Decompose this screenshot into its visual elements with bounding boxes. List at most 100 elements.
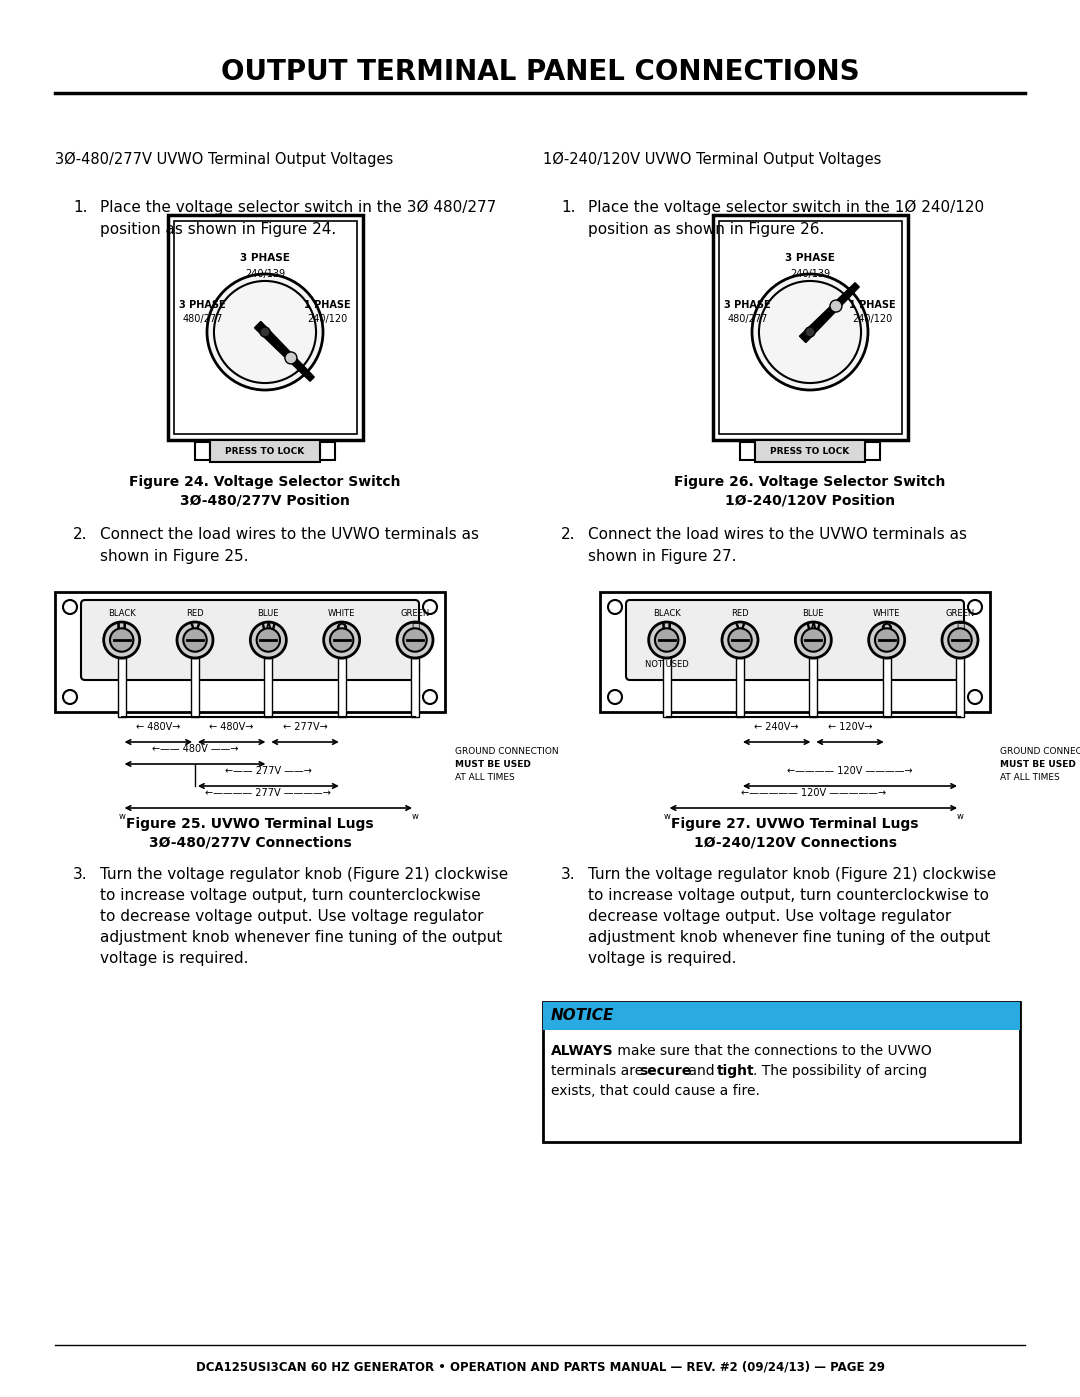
Text: w: w xyxy=(663,812,670,821)
Text: 1Ø-240/120V UVWO Terminal Output Voltages: 1Ø-240/120V UVWO Terminal Output Voltage… xyxy=(543,152,881,168)
Text: ←———— 277V ————→: ←———— 277V ————→ xyxy=(205,788,332,798)
Circle shape xyxy=(260,327,270,337)
FancyBboxPatch shape xyxy=(543,1002,1020,1141)
Circle shape xyxy=(968,599,982,615)
Circle shape xyxy=(257,629,280,651)
Text: U: U xyxy=(661,622,672,636)
Circle shape xyxy=(759,281,861,383)
Text: Place the voltage selector switch in the 1Ø 240/120: Place the voltage selector switch in the… xyxy=(588,200,984,215)
FancyBboxPatch shape xyxy=(167,215,363,440)
FancyBboxPatch shape xyxy=(81,599,419,680)
Text: ← 277V→: ← 277V→ xyxy=(283,722,327,732)
Text: voltage is required.: voltage is required. xyxy=(588,951,737,965)
Text: V: V xyxy=(190,622,201,636)
Circle shape xyxy=(177,622,213,658)
Text: ALWAYS: ALWAYS xyxy=(551,1044,613,1058)
Text: Figure 24. Voltage Selector Switch: Figure 24. Voltage Selector Switch xyxy=(130,475,401,489)
Text: ← 120V→: ← 120V→ xyxy=(827,722,873,732)
Polygon shape xyxy=(255,321,314,381)
Text: Place the voltage selector switch in the 3Ø 480/277: Place the voltage selector switch in the… xyxy=(100,200,496,215)
Text: ⏚: ⏚ xyxy=(956,622,964,636)
Text: 240/139: 240/139 xyxy=(245,270,285,279)
FancyBboxPatch shape xyxy=(865,441,880,460)
Text: 3Ø-480/277V Connections: 3Ø-480/277V Connections xyxy=(149,835,351,849)
Circle shape xyxy=(63,599,77,615)
Circle shape xyxy=(104,622,139,658)
Text: Turn the voltage regulator knob (Figure 21) clockwise: Turn the voltage regulator knob (Figure … xyxy=(100,868,509,882)
Text: Figure 26. Voltage Selector Switch: Figure 26. Voltage Selector Switch xyxy=(674,475,946,489)
Text: NOT USED: NOT USED xyxy=(645,659,689,669)
Text: ←————— 120V —————→: ←————— 120V —————→ xyxy=(741,788,886,798)
Circle shape xyxy=(285,352,297,365)
Text: w: w xyxy=(411,812,418,821)
Polygon shape xyxy=(411,658,419,717)
Text: tight: tight xyxy=(717,1065,755,1078)
Circle shape xyxy=(423,690,437,704)
Circle shape xyxy=(110,629,133,651)
Text: Figure 25. UVWO Terminal Lugs: Figure 25. UVWO Terminal Lugs xyxy=(126,817,374,831)
Text: ← 240V→: ← 240V→ xyxy=(755,722,799,732)
Circle shape xyxy=(251,622,286,658)
Text: shown in Figure 25.: shown in Figure 25. xyxy=(100,549,248,564)
Text: 3Ø-480/277V Position: 3Ø-480/277V Position xyxy=(180,493,350,507)
Circle shape xyxy=(649,622,685,658)
Text: w: w xyxy=(957,812,963,821)
Text: W: W xyxy=(806,622,821,636)
Text: MUST BE USED: MUST BE USED xyxy=(455,760,531,768)
Text: ←—— 277V ——→: ←—— 277V ——→ xyxy=(225,766,312,775)
Text: 1Ø-240/120V Connections: 1Ø-240/120V Connections xyxy=(693,835,896,849)
Text: WHITE: WHITE xyxy=(873,609,901,617)
Text: w: w xyxy=(118,812,125,821)
Text: exists, that could cause a fire.: exists, that could cause a fire. xyxy=(551,1084,760,1098)
Polygon shape xyxy=(118,658,125,717)
Circle shape xyxy=(948,629,972,651)
Text: position as shown in Figure 24.: position as shown in Figure 24. xyxy=(100,222,336,237)
FancyBboxPatch shape xyxy=(320,441,335,460)
Circle shape xyxy=(829,300,842,312)
Text: ⏚: ⏚ xyxy=(410,622,419,636)
Text: BLACK: BLACK xyxy=(652,609,680,617)
FancyBboxPatch shape xyxy=(713,215,907,440)
Text: 2.: 2. xyxy=(73,527,87,542)
Text: DCA125USI3CAN 60 HZ GENERATOR • OPERATION AND PARTS MANUAL — REV. #2 (09/24/13) : DCA125USI3CAN 60 HZ GENERATOR • OPERATIO… xyxy=(195,1361,885,1373)
Text: BLUE: BLUE xyxy=(258,609,279,617)
Text: AT ALL TIMES: AT ALL TIMES xyxy=(455,773,515,782)
Polygon shape xyxy=(191,658,199,717)
Text: 3.: 3. xyxy=(73,868,87,882)
Circle shape xyxy=(942,622,978,658)
Text: 1 PHASE: 1 PHASE xyxy=(305,300,351,310)
Text: ← 480V→: ← 480V→ xyxy=(210,722,254,732)
Circle shape xyxy=(324,622,360,658)
Polygon shape xyxy=(809,658,818,717)
Text: adjustment knob whenever fine tuning of the output: adjustment knob whenever fine tuning of … xyxy=(588,930,990,944)
Text: 480/277: 480/277 xyxy=(727,314,768,324)
Circle shape xyxy=(423,599,437,615)
Circle shape xyxy=(968,690,982,704)
Text: to increase voltage output, turn counterclockwise: to increase voltage output, turn counter… xyxy=(100,888,481,902)
Text: 1 PHASE: 1 PHASE xyxy=(849,300,895,310)
Text: 480/277: 480/277 xyxy=(183,314,222,324)
Text: position as shown in Figure 26.: position as shown in Figure 26. xyxy=(588,222,824,237)
Text: 3 PHASE: 3 PHASE xyxy=(785,253,835,263)
FancyBboxPatch shape xyxy=(210,440,320,462)
FancyBboxPatch shape xyxy=(174,221,356,434)
Text: 2.: 2. xyxy=(561,527,576,542)
FancyBboxPatch shape xyxy=(195,441,210,460)
Circle shape xyxy=(403,629,427,651)
Text: RED: RED xyxy=(731,609,748,617)
FancyBboxPatch shape xyxy=(755,440,865,462)
Circle shape xyxy=(608,690,622,704)
Text: V: V xyxy=(734,622,745,636)
Text: shown in Figure 27.: shown in Figure 27. xyxy=(588,549,737,564)
Text: 3Ø-480/277V UVWO Terminal Output Voltages: 3Ø-480/277V UVWO Terminal Output Voltage… xyxy=(55,152,393,168)
Polygon shape xyxy=(265,658,272,717)
Circle shape xyxy=(184,629,206,651)
Text: terminals are: terminals are xyxy=(551,1065,648,1078)
Text: GROUND CONNECTION: GROUND CONNECTION xyxy=(1000,747,1080,756)
Text: voltage is required.: voltage is required. xyxy=(100,951,248,965)
Text: BLACK: BLACK xyxy=(108,609,136,617)
Text: GREEN: GREEN xyxy=(945,609,974,617)
Text: 240/139: 240/139 xyxy=(789,270,831,279)
Text: O: O xyxy=(880,622,892,636)
Polygon shape xyxy=(956,658,964,717)
